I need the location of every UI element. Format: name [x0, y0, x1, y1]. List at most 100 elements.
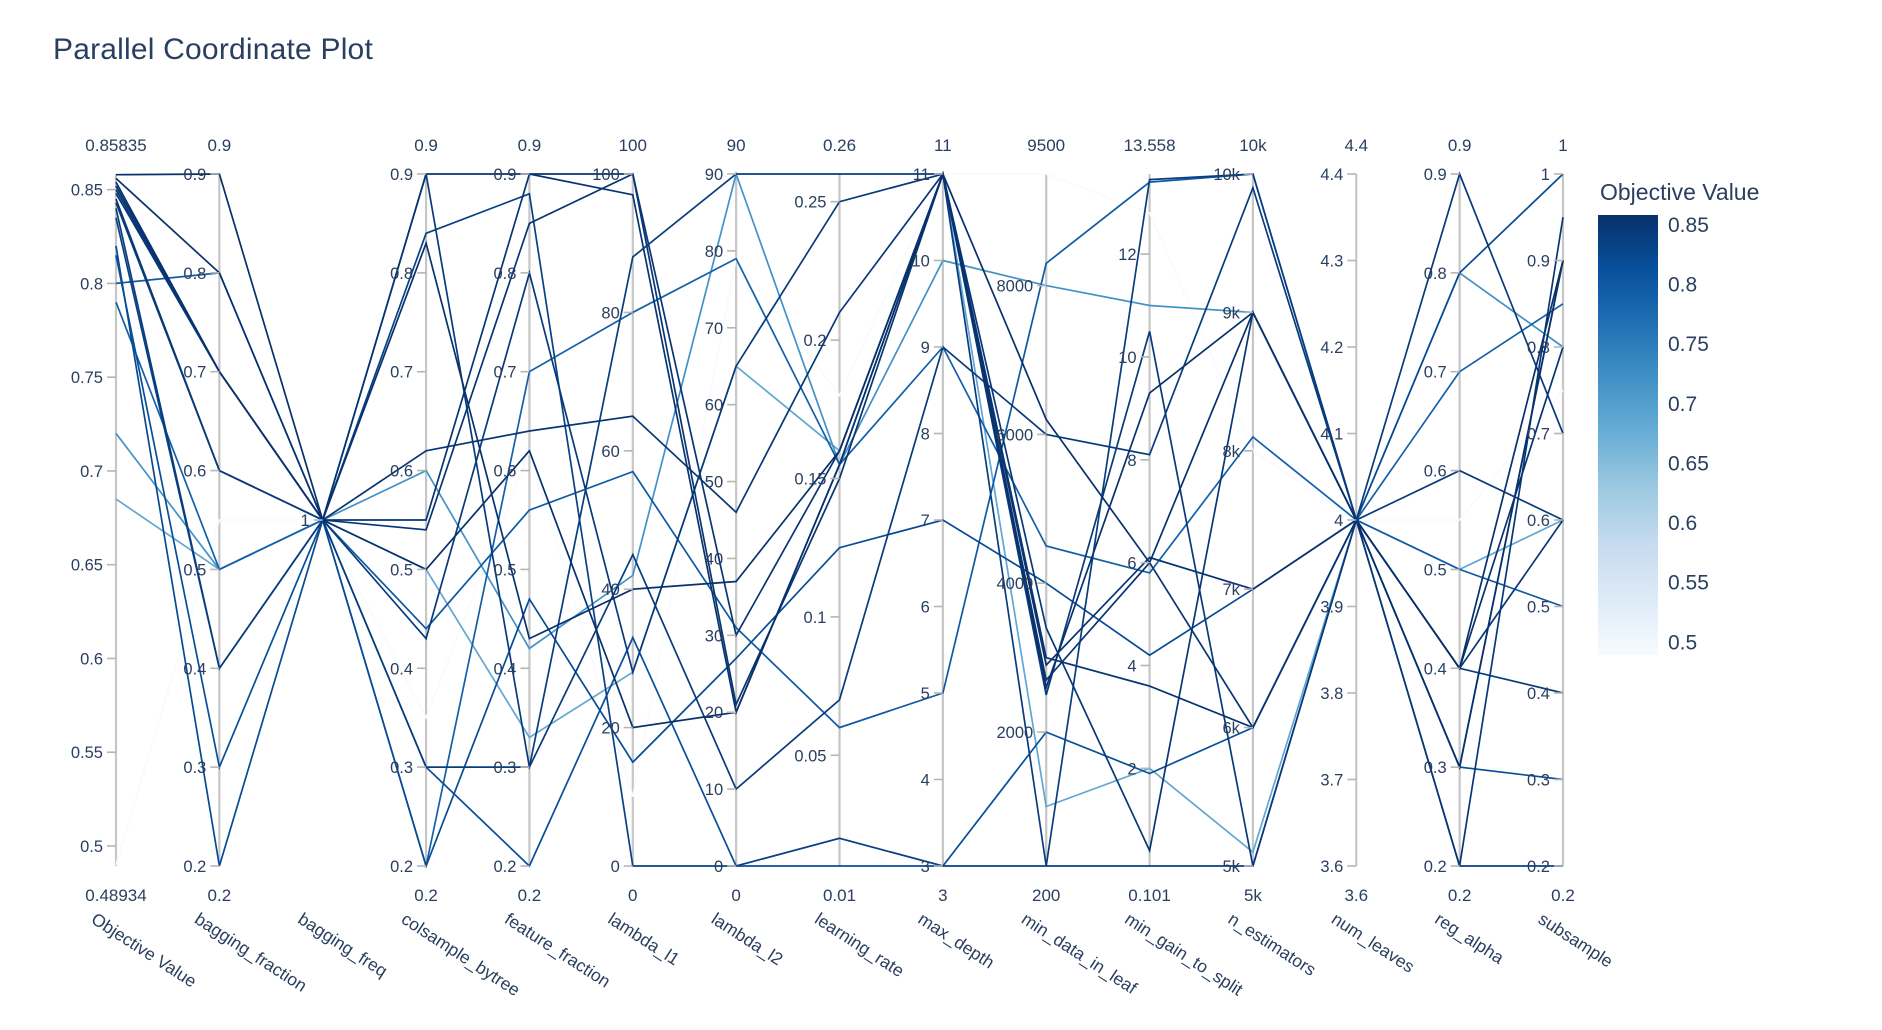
- tick-label: 0.75: [71, 369, 103, 387]
- axis-max-label: 0.9: [1448, 136, 1472, 155]
- axis-max-label: 0.26: [823, 136, 856, 155]
- trial-line: [115, 171, 1564, 729]
- tick-label: 10: [1118, 349, 1136, 367]
- dimension-name-subsample[interactable]: subsample: [1535, 909, 1617, 972]
- tick-label: 4: [1334, 512, 1343, 530]
- tick-label: 4.1: [1320, 426, 1343, 444]
- tick-label: 3.6: [1320, 858, 1343, 876]
- tick-label: 0.1: [804, 609, 827, 627]
- dimension-name-num_leaves[interactable]: num_leaves: [1328, 909, 1419, 978]
- tick-label: 20: [705, 704, 723, 722]
- tick-label: 0.5: [80, 838, 103, 856]
- tick-label: 50: [705, 474, 723, 492]
- tick-label: 0.7: [1527, 426, 1550, 444]
- chart-title: Parallel Coordinate Plot: [53, 33, 373, 66]
- dimension-name-max_depth[interactable]: max_depth: [914, 909, 998, 974]
- axis-min-label: 0.48934: [85, 886, 146, 905]
- tick-label: 8: [921, 426, 930, 444]
- tick-label: 0.6: [80, 650, 103, 668]
- axis-min-label: 0.2: [1448, 886, 1472, 905]
- tick-label: 0.5: [1527, 599, 1550, 617]
- tick-label: 80: [705, 243, 723, 261]
- dimension-name-Objective Value[interactable]: Objective Value: [88, 909, 201, 992]
- tick-label: 30: [705, 627, 723, 645]
- tick-label: 0.2: [493, 858, 516, 876]
- tick-label: 0.25: [794, 194, 826, 212]
- axis-max-label: 13.558: [1124, 136, 1176, 155]
- tick-label: 0: [714, 858, 723, 876]
- tick-label: 2: [1127, 760, 1136, 778]
- axis-min-label: 200: [1032, 886, 1060, 905]
- tick-label: 3.9: [1320, 599, 1343, 617]
- axis-min-label: 0.2: [414, 886, 438, 905]
- tick-label: 0.7: [390, 364, 413, 382]
- tick-label: 0.3: [390, 759, 413, 777]
- tick-label: 0.5: [183, 561, 206, 579]
- axis-min-label: 5k: [1244, 886, 1262, 905]
- dimension-name-bagging_fraction[interactable]: bagging_fraction: [191, 909, 311, 997]
- tick-label: 8: [1127, 452, 1136, 470]
- dimension-name-bagging_freq[interactable]: bagging_freq: [294, 909, 391, 982]
- tick-label: 0.9: [183, 166, 206, 184]
- axis-min-label: 0.2: [208, 886, 232, 905]
- tick-label: 0.5: [493, 561, 516, 579]
- tick-label: 40: [601, 581, 619, 599]
- tick-label: 0.8: [390, 265, 413, 283]
- axis-min-label: 3: [938, 886, 947, 905]
- tick-label: 1: [1541, 166, 1550, 184]
- tick-label: 3.7: [1320, 772, 1343, 790]
- trial-line: [115, 171, 1564, 867]
- axis-max-label: 0.9: [518, 136, 542, 155]
- axis-max-label: 10k: [1239, 136, 1267, 155]
- tick-label: 6000: [996, 426, 1033, 444]
- dimension-name-learning_rate[interactable]: learning_rate: [811, 909, 908, 982]
- tick-label: 0.9: [1424, 166, 1447, 184]
- dimension-name-lambda_l2[interactable]: lambda_l2: [707, 909, 786, 971]
- tick-label: 0.2: [1424, 858, 1447, 876]
- tick-label: 0.4: [390, 660, 413, 678]
- axis-max-label: 0.9: [414, 136, 438, 155]
- dimension-name-reg_alpha[interactable]: reg_alpha: [1431, 909, 1508, 969]
- tick-label: 0.55: [71, 744, 103, 762]
- tick-label: 0.6: [1527, 512, 1550, 530]
- axis-max-label: 1: [1558, 136, 1567, 155]
- axis-max-label: 100: [619, 136, 647, 155]
- colorbar-gradient: [1598, 215, 1658, 655]
- axis-max-label: 0.85835: [85, 136, 146, 155]
- tick-label: 7: [921, 512, 930, 530]
- axis-max-label: 9500: [1027, 136, 1065, 155]
- tick-label: 0.4: [1424, 660, 1447, 678]
- tick-label: 4000: [996, 575, 1033, 593]
- dimension-name-lambda_l1[interactable]: lambda_l1: [604, 909, 683, 971]
- tick-label: 5: [921, 685, 930, 703]
- colorbar-tick-label: 0.8: [1668, 274, 1697, 297]
- tick-label: 9: [921, 339, 930, 357]
- tick-label: 0.9: [390, 166, 413, 184]
- tick-label: 3: [921, 858, 930, 876]
- tick-label: 4.3: [1320, 253, 1343, 271]
- tick-label: 6k: [1222, 720, 1240, 738]
- tick-label: 0.7: [493, 364, 516, 382]
- colorbar-tick-label: 0.55: [1668, 572, 1709, 595]
- tick-label: 4.4: [1320, 166, 1343, 184]
- axis-max-label: 11: [934, 136, 952, 155]
- axis-max-label: 0.9: [208, 136, 232, 155]
- trial-line: [115, 173, 1564, 867]
- tick-label: 0.6: [183, 463, 206, 481]
- tick-label: 4.2: [1320, 339, 1343, 357]
- tick-label: 20: [601, 720, 619, 738]
- dimension-name-n_estimators[interactable]: n_estimators: [1224, 909, 1320, 981]
- tick-label: 0.7: [1424, 364, 1447, 382]
- tick-label: 0.2: [183, 858, 206, 876]
- tick-label: 0.3: [1527, 772, 1550, 790]
- tick-label: 10: [911, 253, 929, 271]
- tick-label: 0.3: [493, 759, 516, 777]
- axis-min-label: 0.2: [1551, 886, 1575, 905]
- tick-label: 0.3: [183, 759, 206, 777]
- tick-label: 0: [611, 858, 620, 876]
- tick-label: 8000: [996, 278, 1033, 296]
- tick-label: 0.8: [1424, 265, 1447, 283]
- axis-min-label: 0.101: [1128, 886, 1171, 905]
